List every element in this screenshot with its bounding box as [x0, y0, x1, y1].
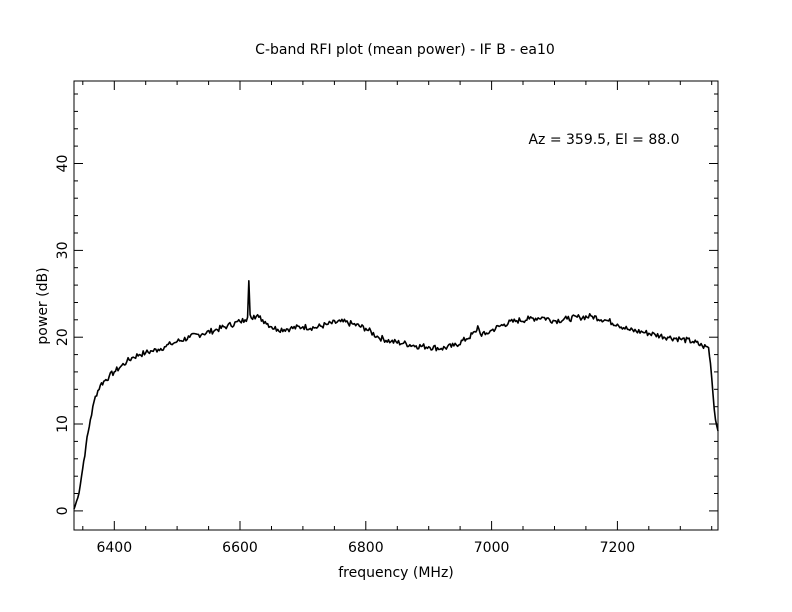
plot-frame — [73, 80, 719, 531]
x-tick-label: 6600 — [222, 540, 258, 556]
az-el-annotation: Az = 359.5, El = 88.0 — [528, 132, 679, 148]
x-axis-label: frequency (MHz) — [338, 565, 454, 581]
y-tick-label: 30 — [55, 241, 71, 259]
x-axis-ticks: 6400 6600 6800 7000 7200 — [96, 81, 635, 556]
y-axis-ticks: 0 10 20 30 40 — [55, 155, 718, 515]
chart-title: C-band RFI plot (mean power) - IF B - ea… — [255, 42, 555, 58]
x-tick-label: 6800 — [348, 540, 384, 556]
x-tick-label: 7200 — [600, 540, 636, 556]
y-tick-label: 20 — [55, 328, 71, 346]
minor-ticks — [74, 81, 718, 530]
y-tick-label: 10 — [55, 415, 71, 433]
x-tick-label: 7000 — [474, 540, 510, 556]
y-axis-label: power (dB) — [35, 267, 51, 344]
y-tick-label: 0 — [55, 506, 71, 515]
y-tick-label: 40 — [55, 155, 71, 173]
series-line — [73, 279, 719, 510]
x-tick-label: 6400 — [96, 540, 132, 556]
